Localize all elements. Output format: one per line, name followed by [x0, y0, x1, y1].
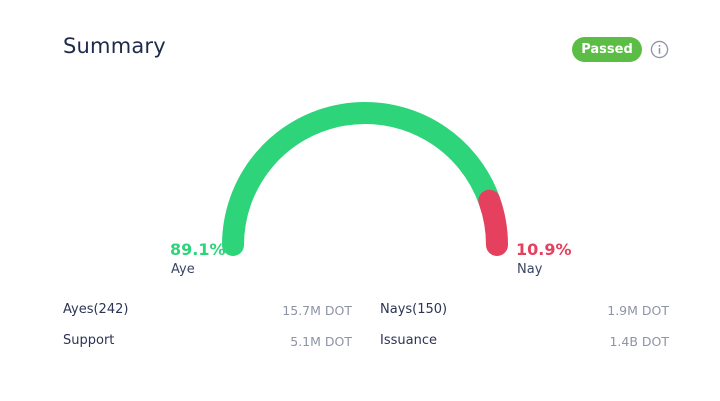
nay-arc — [478, 189, 508, 256]
nays-value: 1.9M DOT — [607, 303, 669, 318]
ayes-value: 15.7M DOT — [282, 303, 352, 318]
vote-gauge — [222, 102, 508, 256]
aye-percent: 89.1% — [170, 240, 226, 259]
ayes-label: Ayes(242) — [63, 302, 129, 317]
status-badge: Passed — [572, 37, 642, 62]
support-value: 5.1M DOT — [290, 334, 352, 349]
aye-arc — [222, 102, 501, 256]
page-title: Summary — [63, 34, 166, 58]
info-icon[interactable] — [650, 40, 669, 59]
nay-label: Nay — [517, 262, 543, 277]
issuance-value: 1.4B DOT — [609, 334, 669, 349]
nays-label: Nays(150) — [380, 302, 448, 317]
support-label: Support — [63, 333, 115, 348]
issuance-label: Issuance — [380, 333, 437, 348]
nay-percent: 10.9% — [516, 240, 572, 259]
aye-label: Aye — [171, 262, 195, 277]
